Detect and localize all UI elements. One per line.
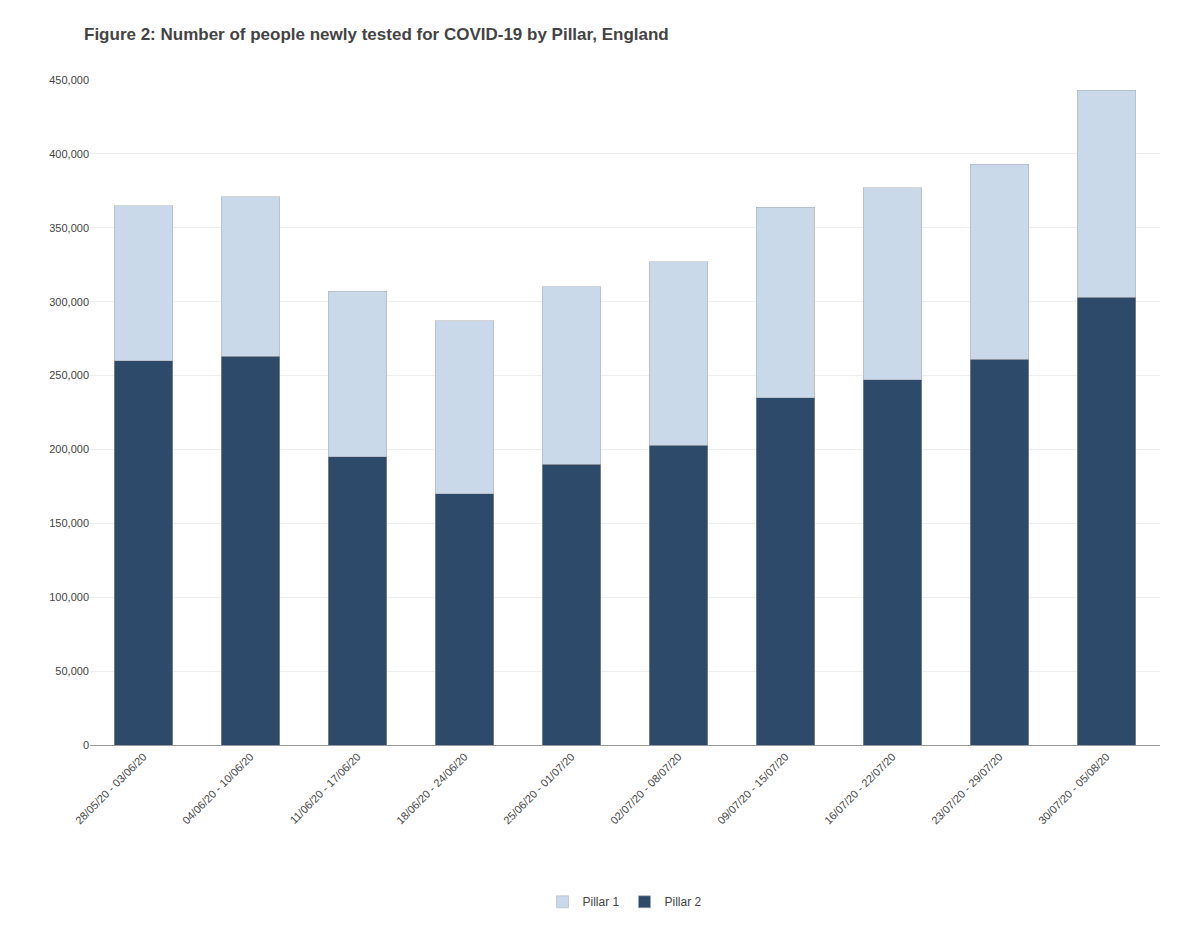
svg-text:Figure 2: Number of people new: Figure 2: Number of people newly tested … (84, 25, 669, 44)
svg-text:150,000: 150,000 (49, 517, 89, 529)
svg-text:450,000: 450,000 (49, 74, 89, 86)
svg-text:28/05/20 - 03/06/20: 28/05/20 - 03/06/20 (73, 751, 149, 827)
svg-text:300,000: 300,000 (49, 296, 89, 308)
svg-text:350,000: 350,000 (49, 222, 89, 234)
svg-text:50,000: 50,000 (55, 665, 89, 677)
svg-text:400,000: 400,000 (49, 148, 89, 160)
svg-text:25/06/20 - 01/07/20: 25/06/20 - 01/07/20 (501, 751, 577, 827)
svg-text:02/07/20 - 08/07/20: 02/07/20 - 08/07/20 (608, 751, 684, 827)
svg-text:30/07/20 - 05/08/20: 30/07/20 - 05/08/20 (1036, 751, 1112, 827)
svg-text:Pillar 2: Pillar 2 (665, 895, 702, 909)
svg-text:11/06/20 - 17/06/20: 11/06/20 - 17/06/20 (287, 751, 362, 826)
svg-text:200,000: 200,000 (49, 443, 89, 455)
svg-text:09/07/20 - 15/07/20: 09/07/20 - 15/07/20 (715, 751, 791, 827)
svg-text:Pillar 1: Pillar 1 (583, 895, 620, 909)
svg-text:04/06/20 - 10/06/20: 04/06/20 - 10/06/20 (180, 751, 256, 827)
svg-text:23/07/20 - 29/07/20: 23/07/20 - 29/07/20 (929, 751, 1005, 827)
svg-text:18/06/20 - 24/06/20: 18/06/20 - 24/06/20 (394, 751, 470, 827)
svg-text:100,000: 100,000 (49, 591, 89, 603)
svg-text:250,000: 250,000 (49, 369, 89, 381)
svg-text:16/07/20 - 22/07/20: 16/07/20 - 22/07/20 (822, 751, 898, 827)
svg-text:0: 0 (83, 739, 89, 751)
